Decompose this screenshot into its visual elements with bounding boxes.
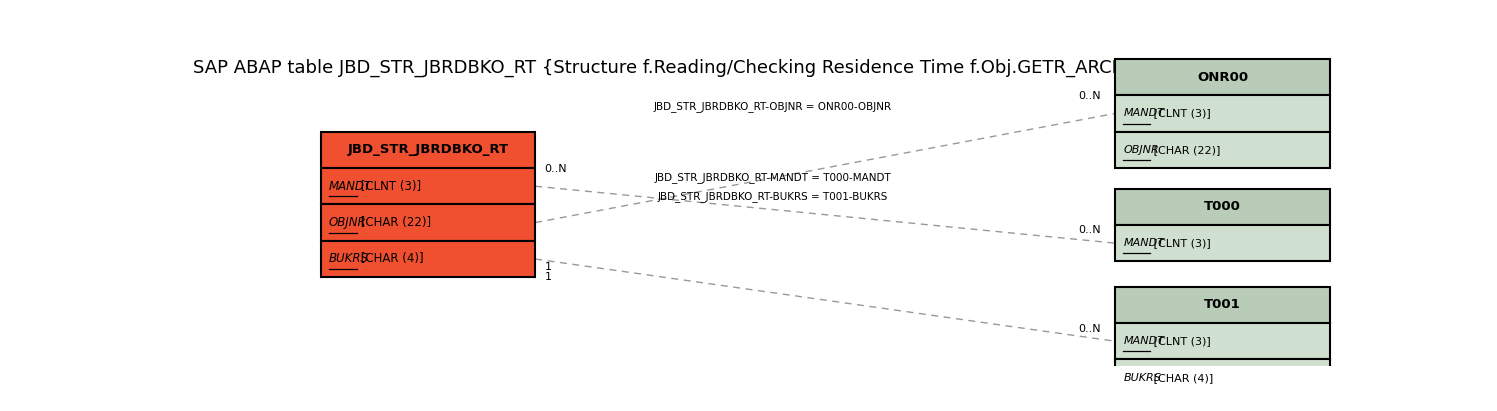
Bar xyxy=(1115,287,1329,323)
Text: BUKRS: BUKRS xyxy=(1123,373,1162,383)
Text: BUKRS: BUKRS xyxy=(329,252,368,266)
Text: 0..N: 0..N xyxy=(1079,226,1102,236)
Text: 1
1: 1 1 xyxy=(545,262,551,282)
Text: JBD_STR_JBRDBKO_RT-OBJNR = ONR00-OBJNR: JBD_STR_JBRDBKO_RT-OBJNR = ONR00-OBJNR xyxy=(654,101,892,112)
Text: JBD_STR_JBRDBKO_RT: JBD_STR_JBRDBKO_RT xyxy=(347,143,509,156)
Bar xyxy=(320,168,536,204)
Text: JBD_STR_JBRDBKO_RT-MANDT = T000-MANDT: JBD_STR_JBRDBKO_RT-MANDT = T000-MANDT xyxy=(654,172,891,183)
Text: [CHAR (22)]: [CHAR (22)] xyxy=(358,216,431,229)
Text: [CHAR (4)]: [CHAR (4)] xyxy=(1150,373,1214,383)
Text: [CLNT (3)]: [CLNT (3)] xyxy=(1150,238,1211,248)
Bar xyxy=(1115,59,1329,95)
Text: MANDT: MANDT xyxy=(1123,109,1165,118)
Text: OBJNR: OBJNR xyxy=(329,216,367,229)
Text: [CLNT (3)]: [CLNT (3)] xyxy=(358,180,421,193)
Bar xyxy=(1115,95,1329,132)
Text: ONR00: ONR00 xyxy=(1198,71,1248,83)
Text: T000: T000 xyxy=(1204,200,1241,213)
Bar xyxy=(1115,132,1329,168)
Text: T001: T001 xyxy=(1204,298,1241,312)
Text: MANDT: MANDT xyxy=(1123,336,1165,346)
Bar xyxy=(320,241,536,277)
Bar xyxy=(320,132,536,168)
Bar xyxy=(1115,323,1329,360)
Text: [CHAR (22)]: [CHAR (22)] xyxy=(1150,145,1220,155)
Text: MANDT: MANDT xyxy=(1123,238,1165,248)
Text: [CHAR (4)]: [CHAR (4)] xyxy=(358,252,424,266)
Text: 0..N: 0..N xyxy=(1079,91,1102,101)
Text: SAP ABAP table JBD_STR_JBRDBKO_RT {Structure f.Reading/Checking Residence Time f: SAP ABAP table JBD_STR_JBRDBKO_RT {Struc… xyxy=(193,59,1136,77)
Text: 0..N: 0..N xyxy=(545,164,567,173)
Bar xyxy=(1115,360,1329,396)
Text: OBJNR: OBJNR xyxy=(1123,145,1159,155)
Text: JBD_STR_JBRDBKO_RT-BUKRS = T001-BUKRS: JBD_STR_JBRDBKO_RT-BUKRS = T001-BUKRS xyxy=(657,191,888,202)
Bar xyxy=(1115,189,1329,225)
Text: [CLNT (3)]: [CLNT (3)] xyxy=(1150,336,1211,346)
Text: [CLNT (3)]: [CLNT (3)] xyxy=(1150,109,1211,118)
Bar xyxy=(320,204,536,241)
Text: MANDT: MANDT xyxy=(329,180,371,193)
Text: 0..N: 0..N xyxy=(1079,323,1102,334)
Bar xyxy=(1115,225,1329,261)
